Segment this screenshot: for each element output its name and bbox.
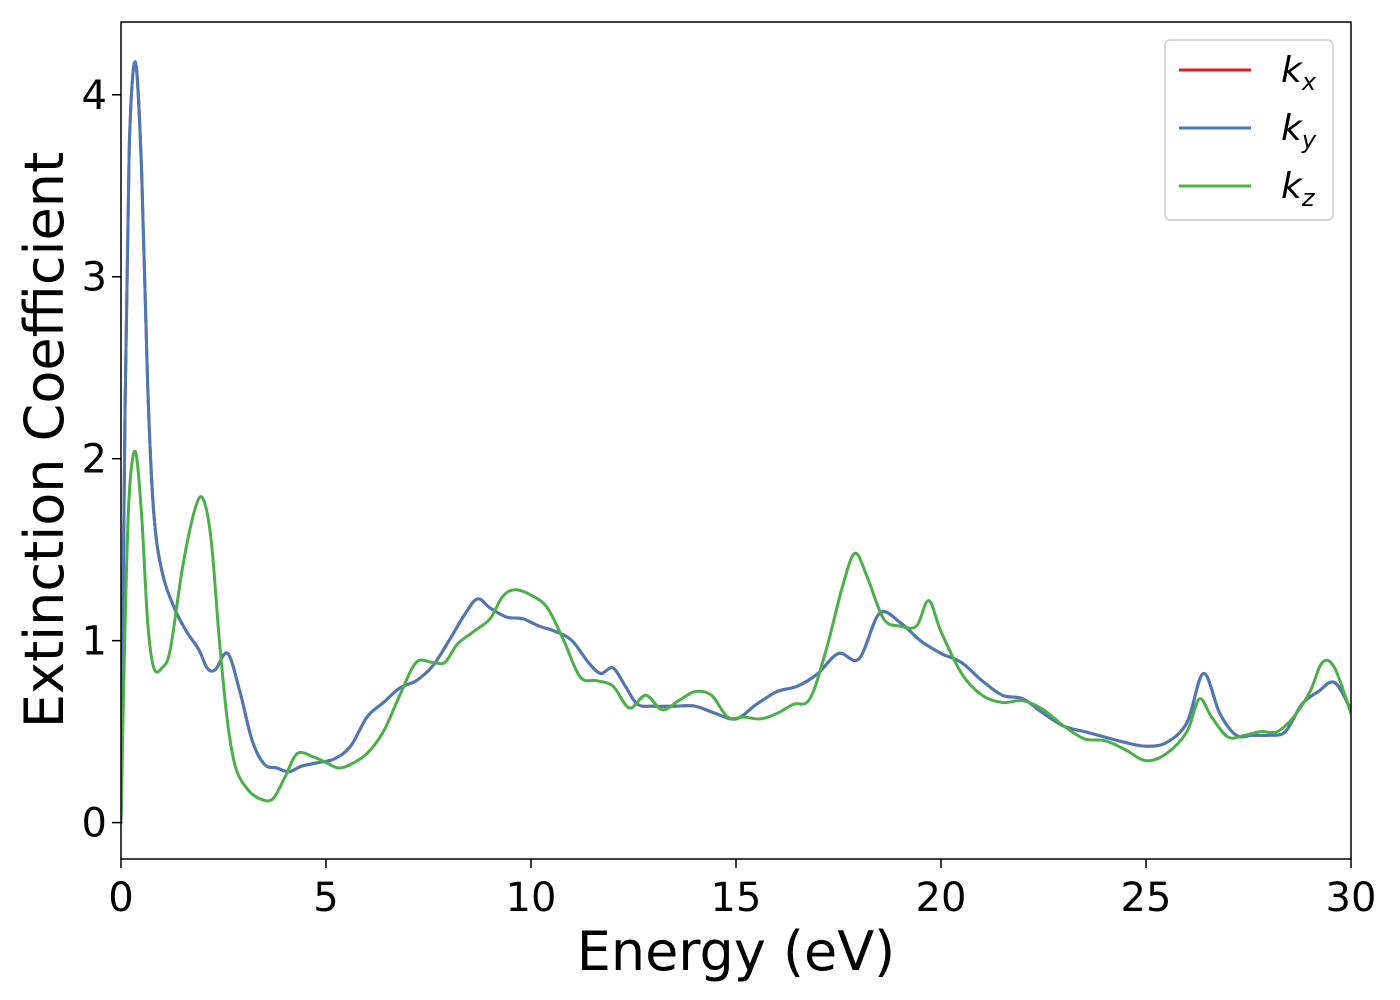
plot-lines [121,60,1351,825]
legend-label-kz: kz [1281,166,1316,212]
x-tick-label: 20 [916,875,967,921]
y-tick-label: 3 [82,255,107,301]
y-tick-label: 4 [82,73,107,119]
legend-label-kx: kx [1281,50,1317,96]
x-tick-label: 0 [108,875,133,921]
x-tick-label: 15 [711,875,762,921]
x-axis-label: Energy (eV) [577,920,896,983]
y-tick-label: 2 [82,437,107,483]
legend: kx ky kz [1164,39,1334,221]
y-axis-ticks: 0 1 2 3 4 [82,73,121,847]
x-tick-label: 25 [1121,875,1172,921]
legend-box [1164,39,1334,221]
x-tick-label: 5 [313,875,338,921]
series-line-kz [121,449,1351,825]
x-tick-label: 10 [506,875,557,921]
x-tick-label: 30 [1326,875,1377,921]
y-tick-label: 0 [82,801,107,847]
legend-label-ky: ky [1281,108,1317,154]
y-tick-label: 1 [82,619,107,665]
x-axis-ticks: 0 5 10 15 20 25 30 [108,859,1376,921]
y-axis-label: Extinction Coefficient [13,152,76,728]
series-line-ky [121,60,1351,825]
